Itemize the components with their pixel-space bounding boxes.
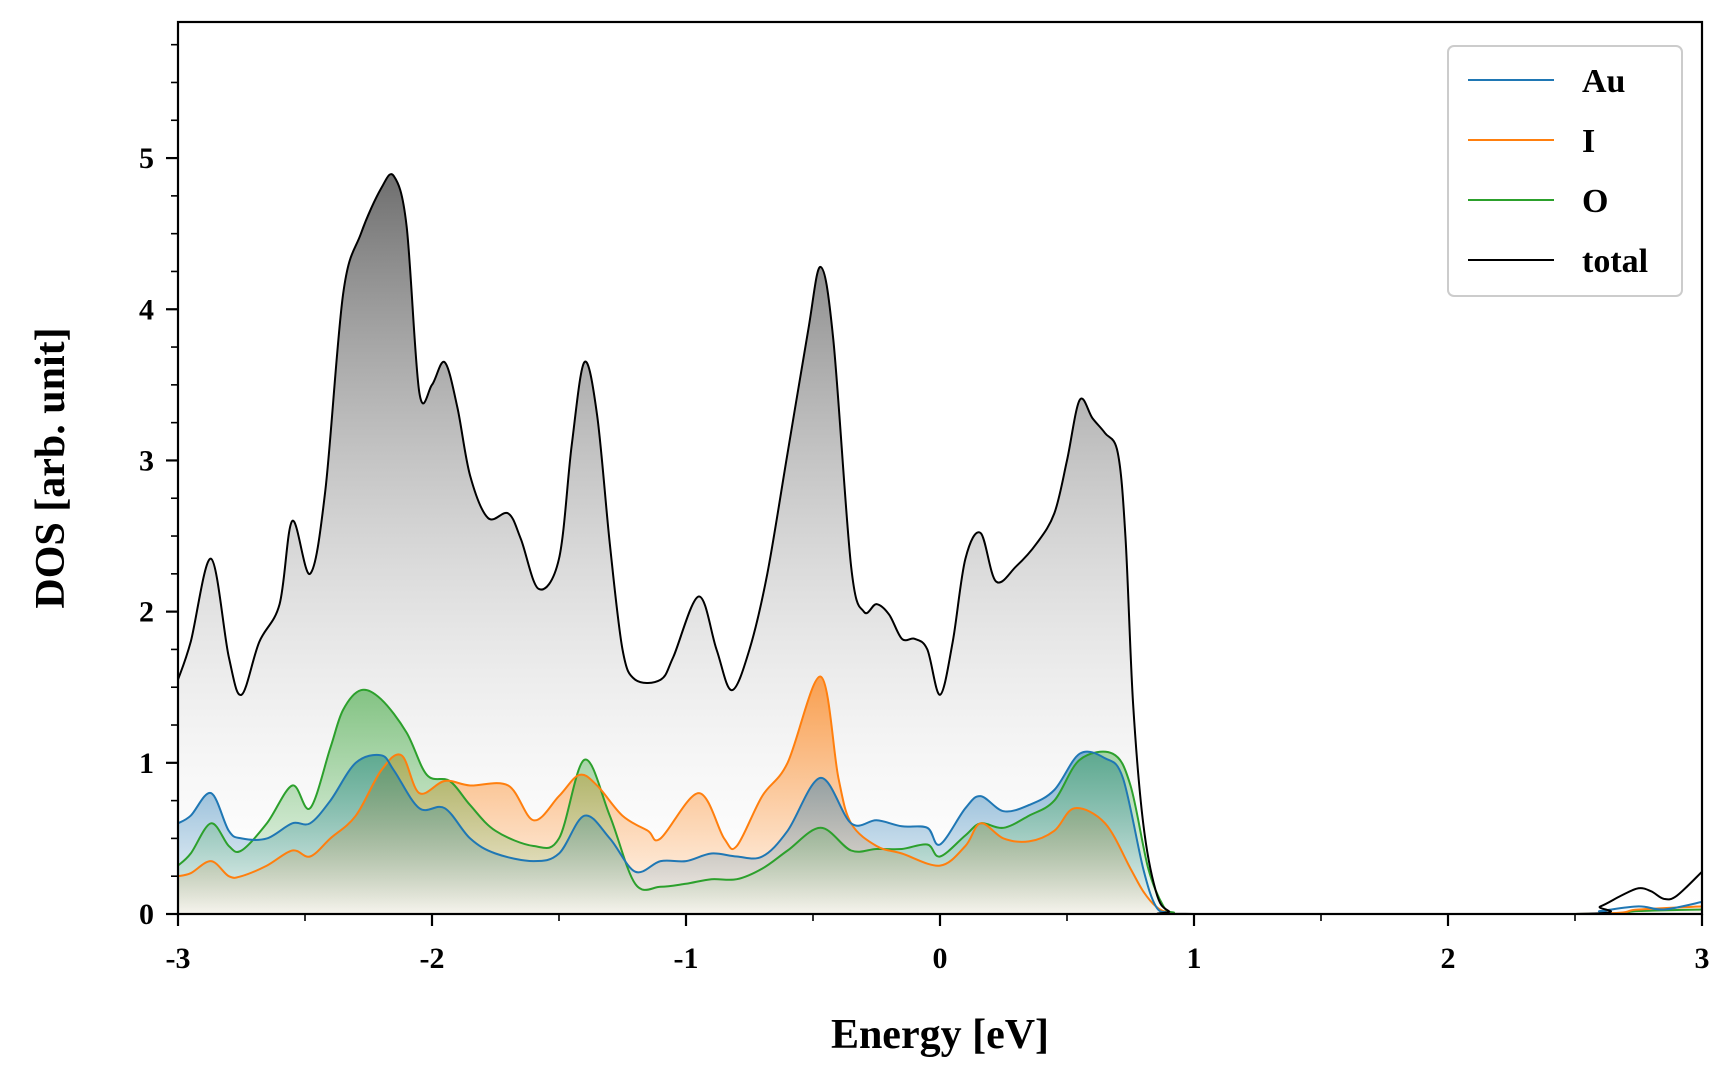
legend-label-o: O <box>1582 183 1608 220</box>
series-lines <box>178 173 1702 914</box>
y-tick-label: 1 <box>139 747 154 780</box>
series-line-i <box>178 675 1702 914</box>
legend-label-i: I <box>1582 123 1595 160</box>
area-fill-total <box>178 174 1702 914</box>
legend-box <box>1447 45 1683 297</box>
x-axis-title: Energy [eV] <box>831 1012 1049 1058</box>
x-tick-label: 2 <box>1441 942 1456 975</box>
y-tick-label: 3 <box>139 444 154 477</box>
x-tick-label: -2 <box>420 942 445 975</box>
x-tick-label: 3 <box>1695 942 1710 975</box>
y-tick-label: 0 <box>139 898 154 931</box>
series-line-o <box>178 688 1702 914</box>
y-axis-ticks: 0 1 2 3 4 5 <box>139 43 178 931</box>
legend-label-au: Au <box>1582 63 1625 100</box>
y-tick-label: 2 <box>139 596 154 629</box>
x-tick-label: -3 <box>166 942 191 975</box>
legend-label-total: total <box>1582 243 1648 280</box>
y-tick-label: 4 <box>139 293 154 326</box>
y-axis-title: DOS [arb. unit] <box>28 327 74 608</box>
x-tick-label: 1 <box>1187 942 1202 975</box>
x-axis-ticks: -3 -2 -1 0 1 2 3 <box>166 914 1710 975</box>
series-line-total <box>178 173 1702 914</box>
x-tick-label: -1 <box>674 942 699 975</box>
x-tick-label: 0 <box>933 942 948 975</box>
area-fill-o <box>178 689 1702 914</box>
series-line-au <box>178 750 1702 914</box>
y-tick-label: 5 <box>139 142 154 175</box>
